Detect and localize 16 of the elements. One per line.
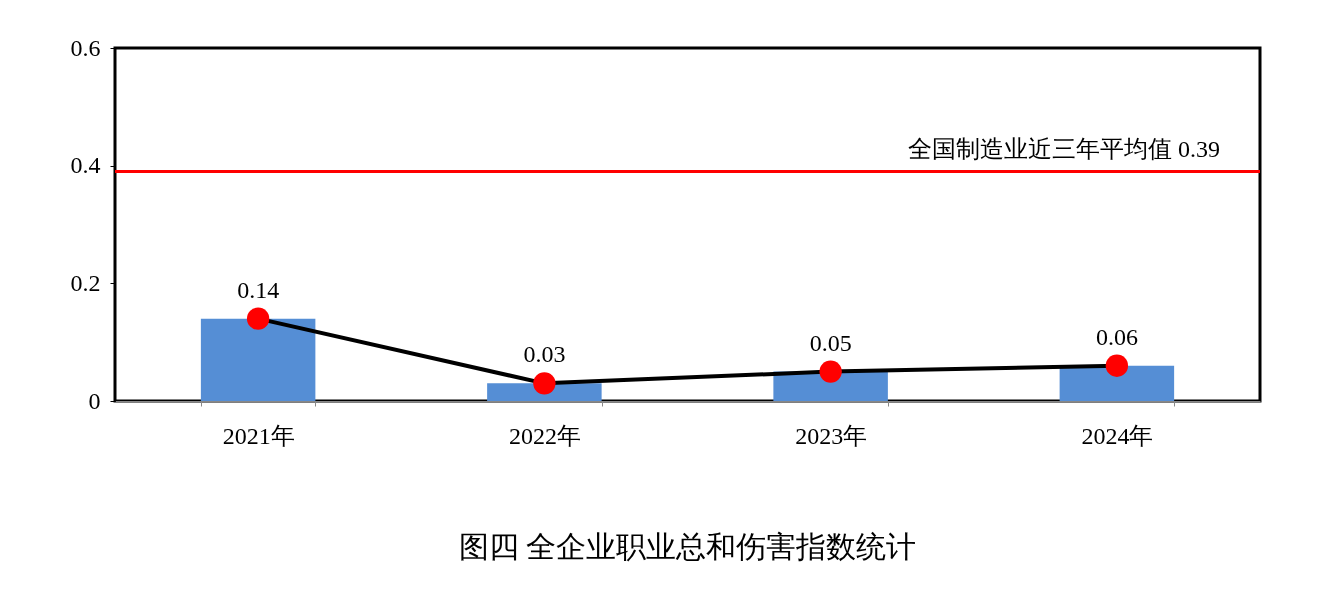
data-label: 0.06 — [1095, 323, 1138, 350]
x-tick-label: 2023年 — [795, 422, 868, 449]
y-tick-label: 0.4 — [70, 152, 101, 179]
y-tick-label: 0.2 — [70, 269, 101, 296]
data-label: 0.03 — [523, 341, 566, 368]
x-tick-label: 2024年 — [1081, 422, 1154, 449]
x-tick-label: 2021年 — [222, 422, 295, 449]
y-tick-label: 0 — [88, 387, 101, 414]
bar — [200, 318, 316, 401]
x-tick-label: 2022年 — [508, 422, 581, 449]
y-tick-label: 0.6 — [70, 34, 101, 61]
data-label: 0.05 — [809, 329, 852, 356]
text: 图四 全企业职业总和伤害指数统计 — [458, 530, 917, 563]
ref-line-label: 全国制造业近三年平均值 0.39 — [908, 135, 1220, 162]
bar — [1059, 365, 1175, 401]
data-label: 0.14 — [237, 276, 280, 303]
